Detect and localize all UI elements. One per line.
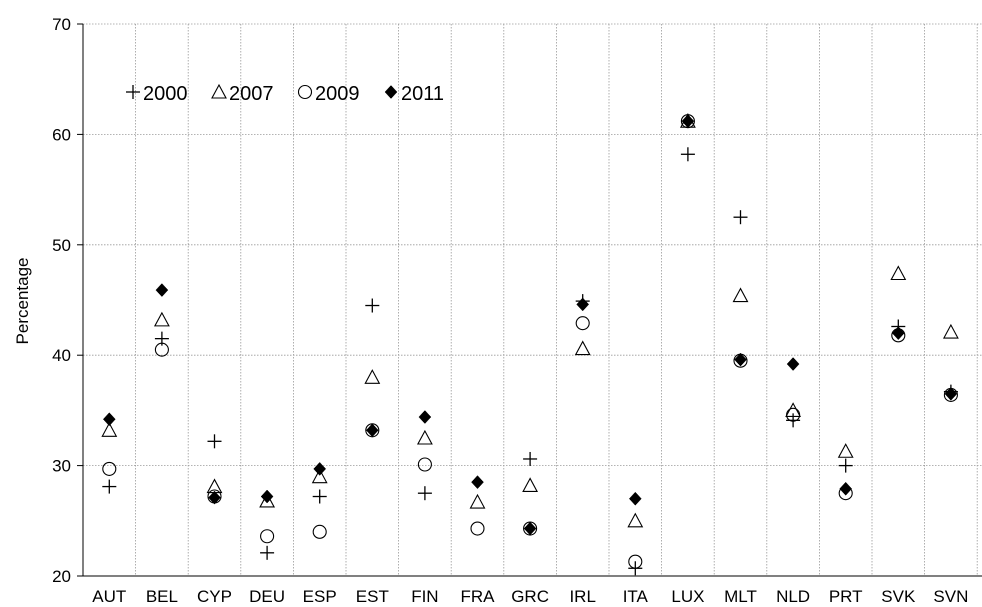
x-tick-label: FIN	[411, 587, 438, 606]
axes	[77, 23, 982, 577]
x-tick-label: AUT	[92, 587, 126, 606]
point-2000-AUT	[102, 479, 117, 494]
x-tick-label: DEU	[249, 587, 285, 606]
point-2007-SVK	[890, 265, 907, 281]
data-points	[101, 112, 959, 576]
legend-marker-2009	[297, 84, 313, 100]
legend-marker-2011	[384, 85, 398, 99]
legend-label: 2011	[401, 83, 444, 105]
point-2011-PRT	[839, 481, 853, 496]
point-2009-ESP	[312, 524, 327, 539]
x-tick-label: MLT	[724, 587, 757, 606]
x-tick-label: BEL	[146, 587, 178, 606]
x-tick-label: ITA	[623, 587, 649, 606]
point-2009-IRL	[575, 316, 590, 331]
point-2009-FRA	[470, 521, 485, 536]
point-2000-CYP	[207, 434, 222, 449]
legend-label: 2009	[315, 83, 360, 105]
point-2011-AUT	[102, 412, 116, 427]
point-2011-BEL	[155, 283, 169, 297]
point-2000-FIN	[417, 486, 432, 501]
point-2007-AUT	[101, 422, 118, 437]
legend-marker-2007	[211, 83, 227, 99]
point-2011-LUX	[681, 114, 695, 129]
point-2011-FRA	[471, 475, 484, 490]
point-2009-BEL	[154, 342, 169, 357]
x-tick-labels: AUT BEL CYP DEU ESP EST FIN FRA GRC IRL ITA LUX MLT N…	[92, 587, 968, 606]
x-tick-label: FRA	[461, 587, 496, 606]
point-2009-ITA	[628, 554, 643, 569]
point-2007-MLT	[732, 287, 749, 303]
point-2007-CYP	[206, 478, 223, 494]
point-2011-SVN	[944, 386, 958, 401]
point-2000-DEU	[260, 545, 275, 560]
point-2007-GRC	[522, 477, 539, 493]
point-2011-CYP	[208, 490, 221, 505]
legend: 2000 2007 2009 2011	[126, 83, 444, 105]
y-tick-labels: 20 30 40 50 60 70	[52, 15, 71, 586]
x-tick-label: SVK	[881, 587, 916, 606]
x-tick-label: ESP	[303, 587, 337, 606]
point-2011-FIN	[418, 410, 432, 424]
point-2000-PRT	[838, 458, 853, 473]
x-tick-label: LUX	[671, 587, 704, 606]
point-2007-IRL	[574, 340, 591, 356]
point-2000-GRC	[523, 451, 538, 466]
point-2007-BEL	[153, 311, 170, 327]
y-tick-label: 50	[52, 236, 71, 255]
point-2011-SVK	[891, 326, 905, 340]
point-2007-PRT	[837, 443, 854, 458]
point-2007-ESP	[311, 468, 328, 484]
point-2011-NLD	[786, 357, 800, 371]
point-2007-FIN	[416, 429, 433, 445]
y-tick-label: 40	[52, 346, 71, 365]
point-2007-ITA	[627, 512, 644, 528]
point-2007-DEU	[259, 492, 276, 508]
point-2000-LUX	[680, 147, 695, 162]
point-2009-NLD	[786, 407, 801, 422]
x-tick-label: GRC	[511, 587, 549, 606]
y-tick-label: 70	[52, 15, 71, 34]
x-tick-label: SVN	[933, 587, 968, 606]
y-tick-label: 30	[52, 457, 71, 476]
point-2009-AUT	[102, 461, 117, 476]
point-2011-IRL	[576, 297, 590, 312]
legend-label: 2000	[143, 83, 188, 105]
gridlines	[83, 23, 982, 576]
y-tick-label: 20	[52, 567, 71, 586]
point-2011-ESP	[313, 462, 327, 476]
point-2000-ESP	[312, 489, 327, 504]
point-2007-EST	[364, 369, 381, 384]
point-2000-MLT	[733, 210, 748, 225]
x-tick-label: NLD	[776, 587, 810, 606]
x-tick-label: CYP	[197, 587, 232, 606]
x-tick-label: IRL	[569, 587, 595, 606]
point-2007-FRA	[469, 493, 486, 509]
point-2011-EST	[365, 423, 379, 438]
legend-marker-2000	[126, 85, 140, 99]
y-tick-label: 60	[52, 125, 71, 144]
point-2007-SVN	[942, 323, 959, 339]
y-axis-label: Percentage	[13, 258, 32, 345]
point-2009-DEU	[260, 529, 275, 544]
x-tick-label: EST	[356, 587, 389, 606]
point-2009-FIN	[417, 457, 432, 472]
point-2011-GRC	[523, 521, 537, 536]
point-2011-DEU	[260, 489, 274, 504]
point-2000-NLD	[786, 413, 801, 428]
x-tick-label: PRT	[829, 587, 863, 606]
point-2011-MLT	[734, 352, 747, 367]
point-2000-EST	[365, 298, 380, 313]
point-2011-ITA	[628, 491, 642, 506]
legend-label: 2007	[229, 83, 274, 105]
